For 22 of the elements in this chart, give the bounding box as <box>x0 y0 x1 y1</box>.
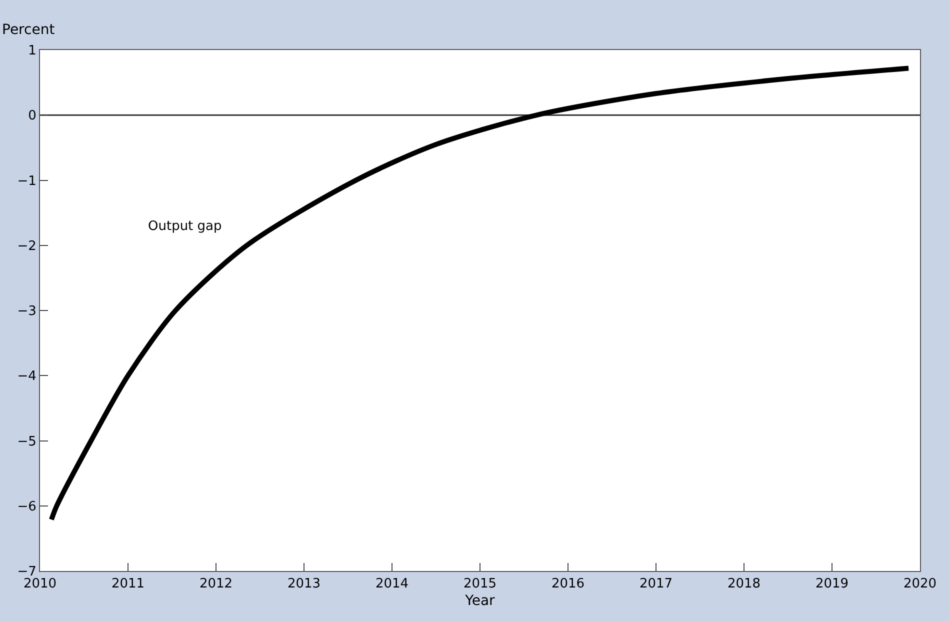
x-tick-label: 2015 <box>463 576 497 592</box>
x-tick-label: 2012 <box>199 576 233 592</box>
x-axis-title: Year <box>464 592 496 609</box>
x-tick-label: 2013 <box>287 576 321 592</box>
y-tick-label: −5 <box>17 434 36 450</box>
x-tick-label: 2020 <box>903 576 937 592</box>
x-tick-label: 2016 <box>551 576 585 592</box>
x-tick-label: 2010 <box>23 576 57 592</box>
x-tick-label: 2014 <box>375 576 409 592</box>
y-tick-label: −1 <box>17 174 36 189</box>
series-label: Output gap <box>148 219 222 234</box>
y-tick-label: −6 <box>17 499 36 514</box>
y-tick-label: 1 <box>28 44 36 59</box>
x-tick-label: 2011 <box>111 576 145 592</box>
y-tick-label: −4 <box>17 369 36 384</box>
x-tick-label: 2018 <box>727 576 761 592</box>
x-tick-label: 2019 <box>815 576 849 592</box>
y-axis-title: Percent <box>2 22 56 38</box>
y-tick-label: −2 <box>17 238 36 254</box>
y-tick-label: −3 <box>17 304 36 320</box>
x-tick-label: 2017 <box>639 576 673 592</box>
y-tick-label: 0 <box>28 108 36 124</box>
